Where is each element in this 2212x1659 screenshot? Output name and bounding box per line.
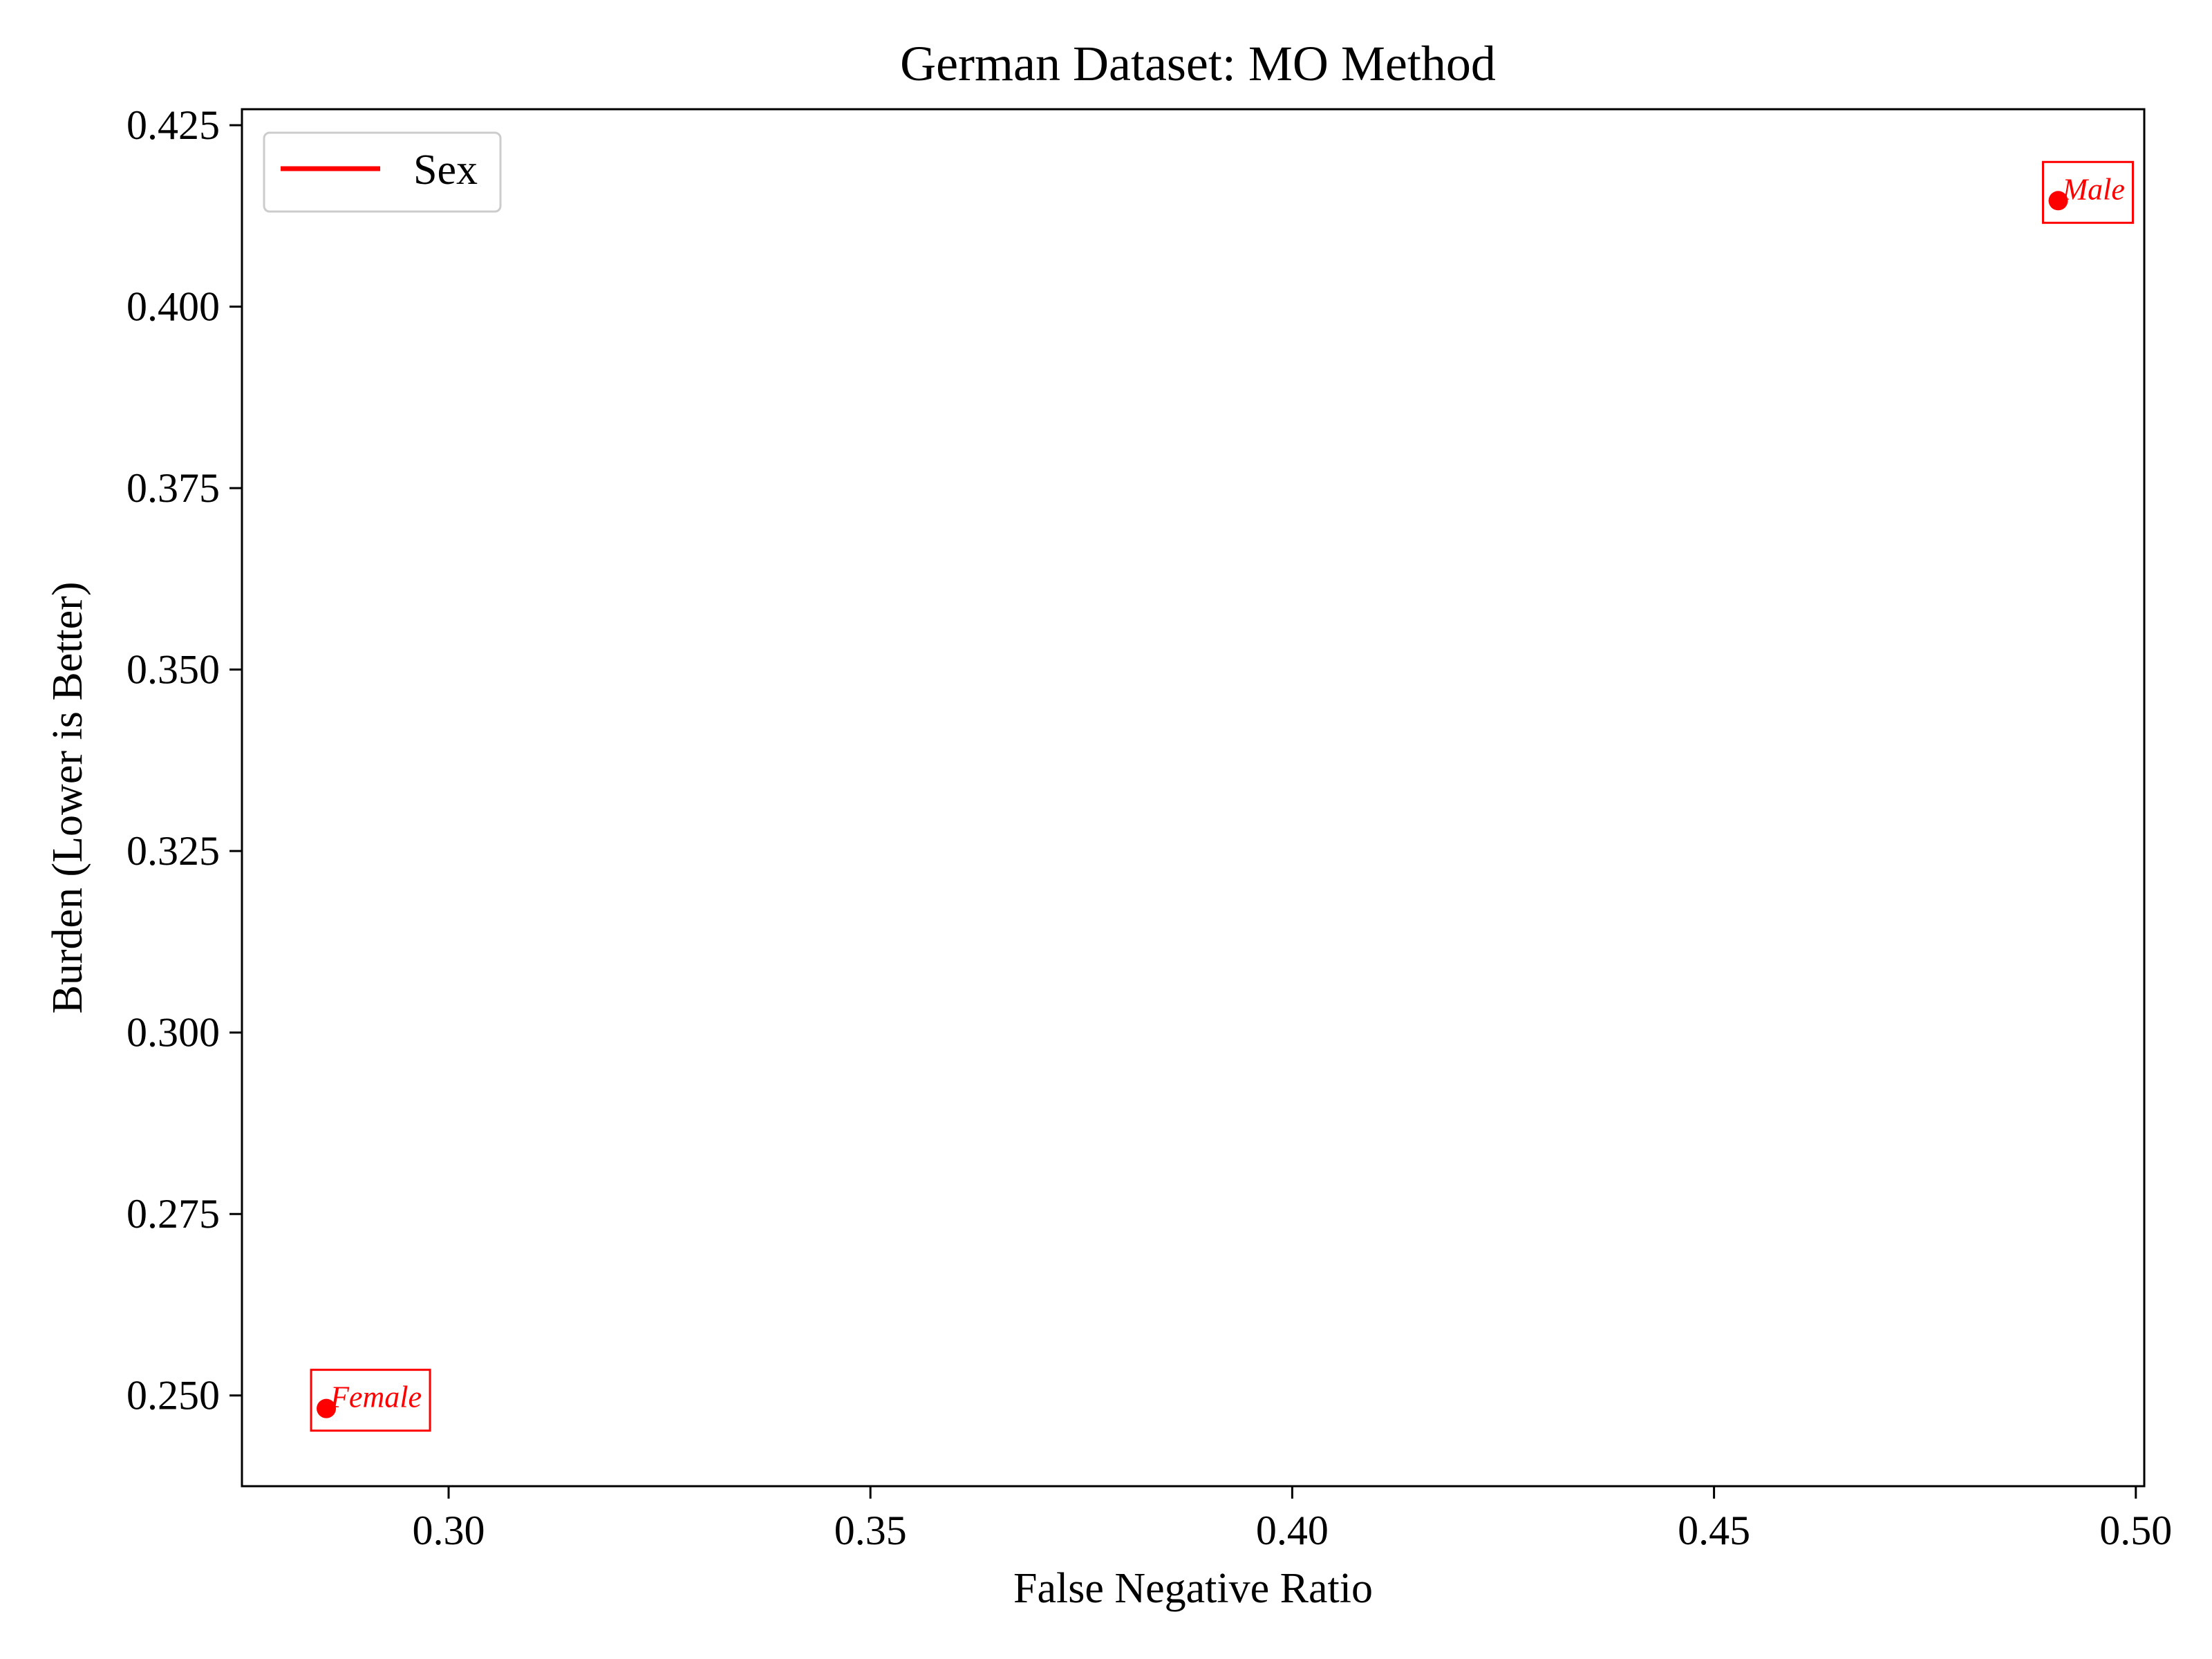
x-tick-label: 0.40 (1256, 1508, 1329, 1553)
y-tick-label: 0.375 (126, 465, 220, 511)
ticks: 0.30 0.35 0.40 0.45 0.50 0.250 0.275 0.300 0.325… (126, 102, 2172, 1553)
data-point (2048, 191, 2068, 211)
plot-area (241, 108, 2146, 1488)
point-label-box (2042, 160, 2135, 224)
chart-title: German Dataset: MO Method (900, 36, 1496, 91)
point-label-box (310, 1369, 431, 1432)
y-tick-label: 0.350 (126, 647, 220, 693)
legend: Sex (263, 131, 502, 213)
x-tick-label: 0.30 (412, 1508, 485, 1553)
point-label: Female (330, 1380, 422, 1414)
x-tick-label: 0.50 (2099, 1508, 2172, 1553)
legend-label: Sex (413, 147, 478, 194)
y-axis-label: Burden (Lower is Better) (44, 582, 91, 1014)
y-tick-label: 0.400 (126, 284, 220, 330)
data-points: Female Male (310, 160, 2135, 1432)
legend-frame (263, 131, 502, 213)
y-tick-label: 0.275 (126, 1191, 220, 1237)
y-tick-label: 0.425 (126, 102, 220, 148)
data-point (317, 1398, 337, 1418)
y-tick-label: 0.250 (126, 1373, 220, 1418)
x-axis-label: False Negative Ratio (1013, 1565, 1373, 1612)
x-tick-label: 0.45 (1678, 1508, 1750, 1553)
point-label: Male (2062, 172, 2125, 206)
y-tick-label: 0.325 (126, 828, 220, 874)
x-tick-label: 0.35 (834, 1508, 907, 1553)
y-tick-label: 0.300 (126, 1010, 220, 1056)
